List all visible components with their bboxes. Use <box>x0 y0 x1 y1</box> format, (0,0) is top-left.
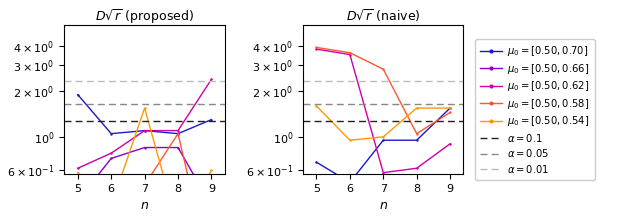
X-axis label: $n$: $n$ <box>140 199 149 212</box>
Title: $D\sqrt{r}$ (naive): $D\sqrt{r}$ (naive) <box>346 7 420 24</box>
Legend: $\mu_0 = [0.50, 0.70]$, $\mu_0 = [0.50, 0.66]$, $\mu_0 = [0.50, 0.62]$, $\mu_0 =: $\mu_0 = [0.50, 0.70]$, $\mu_0 = [0.50, … <box>476 39 595 180</box>
X-axis label: $n$: $n$ <box>379 199 388 212</box>
Title: $D\sqrt{r}$ (proposed): $D\sqrt{r}$ (proposed) <box>95 7 194 26</box>
